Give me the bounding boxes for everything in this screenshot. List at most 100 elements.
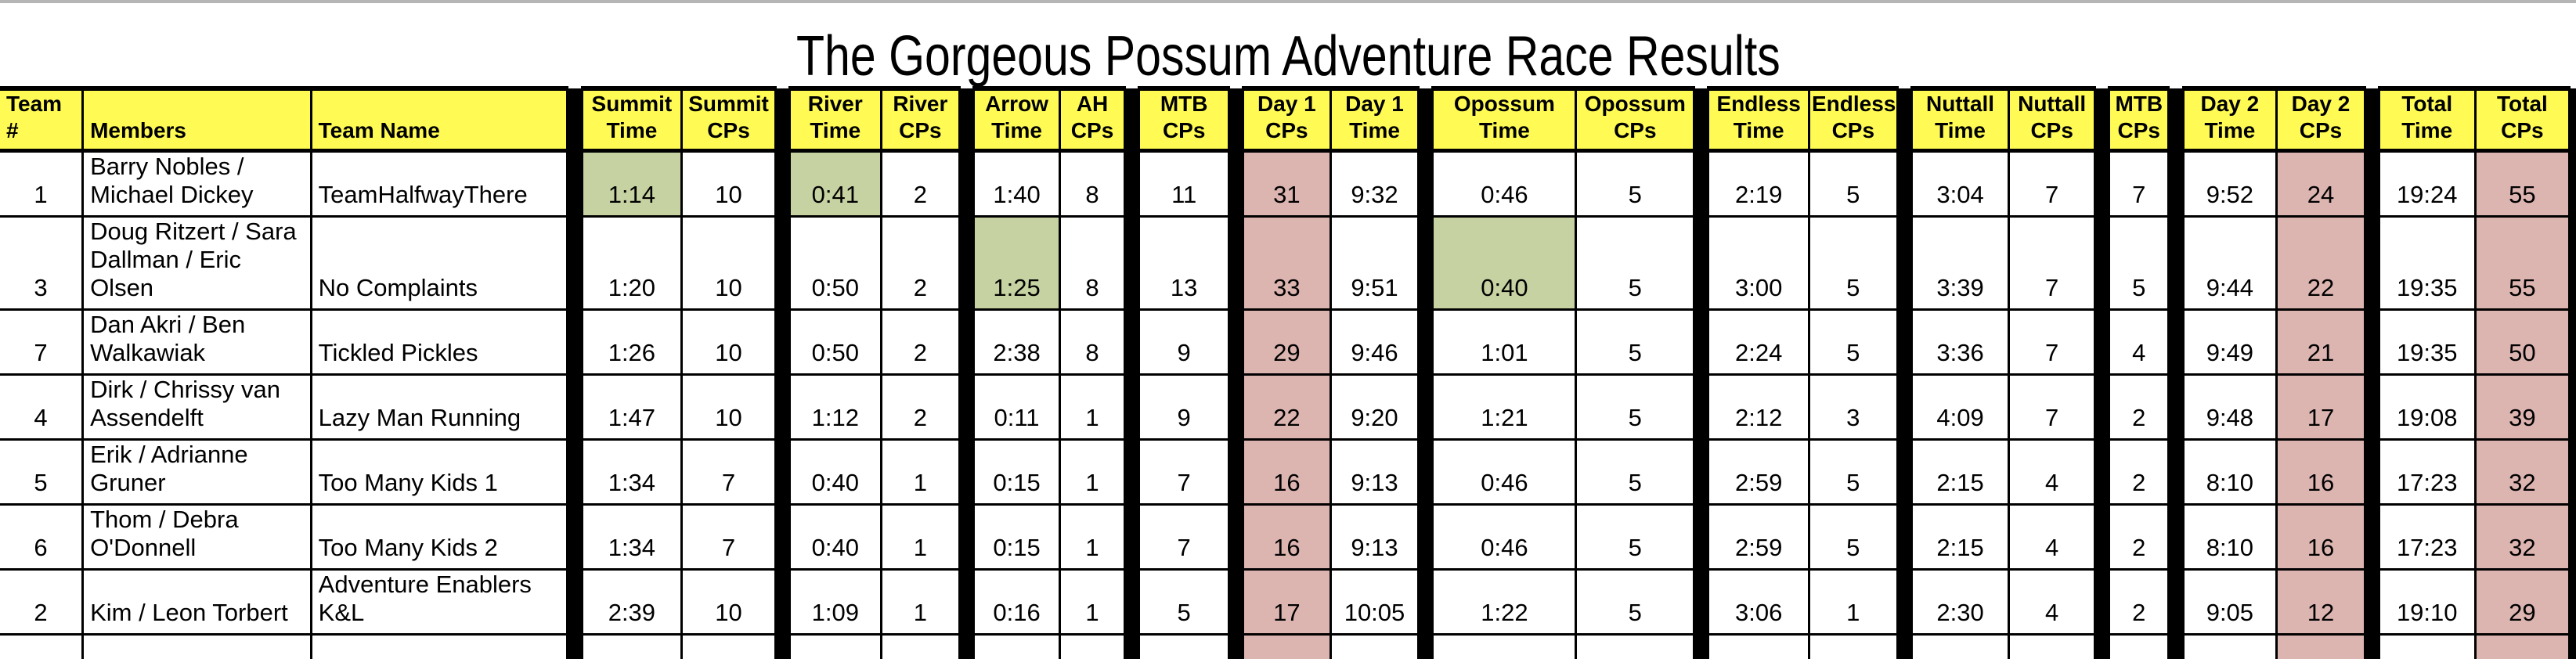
table-cell[interactable]: 7 — [1138, 502, 1230, 571]
table-cell[interactable]: 39 — [2473, 373, 2571, 441]
table-cell[interactable]: 50 — [2473, 308, 2571, 376]
table-cell[interactable]: Thom / Debra O'Donnell — [81, 502, 312, 571]
table-cell[interactable]: 2:24 — [1707, 308, 1810, 376]
table-cell[interactable]: 16 — [1242, 438, 1332, 506]
table-cell[interactable]: 22 — [2275, 215, 2366, 311]
table-cell[interactable]: 8:10 — [2181, 502, 2278, 571]
column-header[interactable]: MTB CPs — [2108, 86, 2170, 153]
table-cell[interactable]: Dirk / Chrissy van Assendelft — [81, 373, 312, 441]
table-cell[interactable]: 0:46 — [1431, 438, 1578, 506]
column-header[interactable]: Nuttall Time — [1910, 86, 2011, 153]
table-cell[interactable]: 0:50 — [788, 215, 882, 311]
table-cell[interactable]: 5 — [1575, 438, 1696, 506]
table-cell[interactable]: 2:58 — [580, 632, 684, 659]
table-cell[interactable]: 9:13 — [1329, 502, 1420, 571]
table-cell[interactable]: 1:40 — [972, 149, 1061, 218]
table-cell[interactable]: 12 — [2473, 632, 2571, 659]
table-cell[interactable]: 3:36 — [1910, 308, 2011, 376]
table-cell[interactable]: Too Many Kids 1 — [309, 438, 569, 506]
table-cell[interactable]: 7 — [680, 438, 777, 506]
table-cell[interactable]: 9 — [1138, 308, 1230, 376]
table-cell[interactable]: 1:09 — [788, 567, 882, 636]
table-cell[interactable]: 1:22 — [1431, 567, 1578, 636]
table-cell[interactable]: 8:10 — [2181, 438, 2278, 506]
table-cell[interactable]: 1 — [1808, 567, 1899, 636]
table-cell[interactable]: 0:00 — [1910, 632, 2011, 659]
table-cell[interactable]: 1 — [879, 567, 961, 636]
table-cell[interactable]: 0:16 — [972, 567, 1061, 636]
table-cell[interactable]: 7 — [2108, 149, 2170, 218]
table-cell[interactable]: 0:46 — [1431, 149, 1578, 218]
column-header[interactable]: Endless CPs — [1808, 86, 1899, 153]
table-cell[interactable]: 32 — [2473, 502, 2571, 571]
table-cell[interactable]: 1:12 — [788, 373, 882, 441]
table-cell[interactable]: 3:06 — [1707, 567, 1810, 636]
table-cell[interactable]: 4 — [2008, 567, 2096, 636]
column-header[interactable]: Total Time — [2377, 86, 2477, 153]
column-header[interactable]: Members — [81, 86, 312, 153]
table-cell[interactable]: 10 — [680, 149, 777, 218]
table-cell[interactable]: 2:30 — [1910, 567, 2011, 636]
table-cell[interactable]: 32 — [2473, 438, 2571, 506]
table-cell[interactable]: 1:34 — [580, 502, 684, 571]
table-cell[interactable]: 7 — [2008, 308, 2096, 376]
table-cell[interactable]: 3 — [1808, 373, 1899, 441]
table-cell[interactable]: 17:23 — [2377, 438, 2477, 506]
table-cell[interactable]: 2:39 — [580, 567, 684, 636]
table-cell[interactable]: 7 — [1242, 632, 1332, 659]
table-cell[interactable]: 1 — [1058, 567, 1127, 636]
table-cell[interactable]: 9:53 — [1329, 632, 1420, 659]
table-cell[interactable]: 10 — [680, 215, 777, 311]
table-cell[interactable]: 8:29 — [2181, 632, 2278, 659]
table-cell[interactable]: 22 — [1242, 373, 1332, 441]
table-cell[interactable]: 5 — [1808, 149, 1899, 218]
table-cell[interactable]: Kim / Leon Torbert — [81, 567, 312, 636]
table-cell[interactable]: 5 — [1575, 308, 1696, 376]
table-cell[interactable]: 10 — [680, 567, 777, 636]
table-cell[interactable]: 19:10 — [2377, 567, 2477, 636]
table-cell[interactable]: 2 — [0, 567, 85, 636]
table-cell[interactable]: 1:27 — [1431, 632, 1578, 659]
table-cell[interactable]: 4 — [2008, 502, 2096, 571]
table-cell[interactable]: 10 — [680, 308, 777, 376]
table-cell[interactable]: 2:38 — [972, 308, 1061, 376]
table-cell[interactable]: 1:14 — [580, 149, 684, 218]
table-cell[interactable]: 1 — [1058, 502, 1127, 571]
table-cell[interactable]: 7 — [2008, 373, 2096, 441]
table-cell[interactable]: 1:47 — [580, 373, 684, 441]
column-header[interactable]: River CPs — [879, 86, 961, 153]
table-cell[interactable]: 1 — [1138, 632, 1230, 659]
table-cell[interactable]: Lazy Man Running — [309, 373, 569, 441]
table-cell[interactable]: 5 — [1575, 215, 1696, 311]
table-cell[interactable]: 10:05 — [1329, 567, 1420, 636]
table-cell[interactable]: 0:46 — [1431, 502, 1578, 571]
table-cell[interactable]: 9:49 — [2181, 308, 2278, 376]
table-cell[interactable]: 0:15 — [972, 438, 1061, 506]
table-cell[interactable]: 1:26 — [580, 308, 684, 376]
table-cell[interactable]: 2:12 — [1707, 373, 1810, 441]
table-cell[interactable]: 18:22 — [2377, 632, 2477, 659]
column-header[interactable]: Summit CPs — [680, 86, 777, 153]
table-cell[interactable]: 2:59 — [1707, 438, 1810, 506]
column-header[interactable]: Endless Time — [1707, 86, 1810, 153]
table-cell[interactable]: 9:52 — [2181, 149, 2278, 218]
table-cell[interactable]: Christy Pollock — [81, 632, 312, 659]
table-cell[interactable]: 8 — [1058, 308, 1127, 376]
table-cell[interactable]: 9:20 — [1329, 373, 1420, 441]
table-cell[interactable]: 2 — [879, 215, 961, 311]
table-cell[interactable]: 0:15 — [972, 502, 1061, 571]
table-cell[interactable]: 21 — [2275, 308, 2366, 376]
table-cell[interactable]: 5 — [1808, 215, 1899, 311]
column-header[interactable]: Day 2 CPs — [2275, 86, 2366, 153]
table-cell[interactable]: 13 — [1138, 215, 1230, 311]
table-cell[interactable]: 16 — [1242, 502, 1332, 571]
column-header[interactable]: Arrow Time — [972, 86, 1061, 153]
column-header[interactable]: Team Name — [309, 86, 569, 153]
table-cell[interactable]: 4:09 — [1910, 373, 2011, 441]
table-cell[interactable]: 12 — [2275, 567, 2366, 636]
table-cell[interactable]: 6 — [680, 632, 777, 659]
table-cell[interactable]: No Complaints — [309, 215, 569, 311]
table-cell[interactable]: 19:24 — [2377, 149, 2477, 218]
table-cell[interactable]: 5 — [1808, 502, 1899, 571]
column-header[interactable]: Summit Time — [580, 86, 684, 153]
